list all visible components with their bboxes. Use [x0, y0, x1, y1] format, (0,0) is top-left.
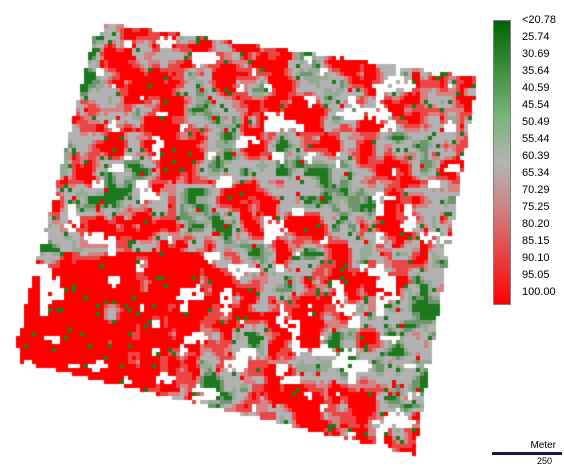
- legend-labels: <20.78 25.74 30.69 35.64 40.59 45.54 50.49 55.4…: [522, 14, 564, 314]
- scale-bar: Meter 250: [492, 440, 562, 466]
- legend-label: 80.20: [522, 218, 550, 230]
- legend-label: 85.15: [522, 235, 550, 247]
- legend-label: 95.05: [522, 269, 550, 281]
- legend-label: 90.10: [522, 252, 550, 264]
- legend-label: 40.59: [522, 82, 550, 94]
- scale-value: 250: [536, 456, 552, 466]
- legend-label: 60.39: [522, 150, 550, 162]
- legend-label: 30.69: [522, 48, 550, 60]
- scale-unit: Meter: [530, 440, 556, 451]
- legend-label: <20.78: [522, 14, 556, 26]
- legend-label: 75.25: [522, 201, 550, 213]
- legend-label: 70.29: [522, 184, 550, 196]
- legend-label: 55.44: [522, 133, 550, 145]
- legend-label: 100.00: [522, 286, 556, 298]
- legend-label: 25.74: [522, 31, 550, 43]
- legend-label: 45.54: [522, 99, 550, 111]
- legend-label: 65.34: [522, 167, 550, 179]
- raster-map[interactable]: [0, 0, 480, 467]
- legend-color-ramp: [493, 20, 511, 305]
- scale-line: [492, 452, 562, 455]
- legend-label: 35.64: [522, 65, 550, 77]
- legend-label: 50.49: [522, 116, 550, 128]
